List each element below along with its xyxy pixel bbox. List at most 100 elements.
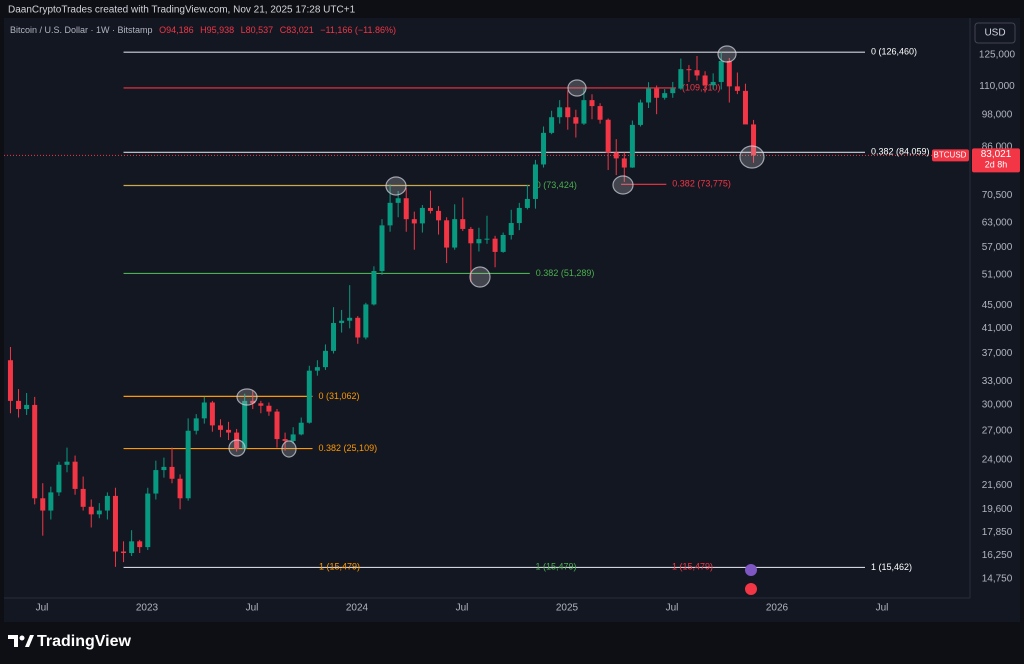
candle-body [557,107,563,118]
candle-body [64,461,70,465]
candle-body [379,225,385,272]
candle-body [88,506,94,515]
price-tag-countdown: 2d 8h [985,160,1008,170]
candle-body [72,461,78,489]
price-tag-box [972,148,1020,173]
candle-body [516,207,522,224]
highlight-circle [236,388,258,406]
ohlc: L80,537 [241,25,274,35]
candle-body [339,320,345,324]
candle-body [137,541,143,548]
candle-body [48,492,54,511]
candle-body [629,124,635,168]
candle-body [710,81,716,86]
y-tick-label: 110,000 [979,81,1015,92]
fib-label: 1 (15,479) [672,562,713,572]
candle-body [637,102,643,125]
candle-body [597,106,603,120]
fib-label: 0.382 (73,775) [672,179,731,189]
candle-body [40,498,46,511]
candle-body [646,88,652,103]
highlights [228,45,765,458]
fib-label: 0.382 (84,059) [871,147,930,157]
y-tick-label: 19,600 [982,504,1013,515]
candle-body [541,132,547,165]
logo-mark [25,635,34,647]
price-tag-name: BTCUSD [934,150,967,159]
logo [8,635,34,647]
highlight-circle [385,176,407,196]
candle-body [476,239,482,244]
y-tick-label: 51,000 [982,269,1013,280]
candle-body [177,478,183,499]
candle-body [678,69,684,89]
candle-body [145,493,151,548]
candle-body [331,323,337,351]
fib-label: 0.382 (25,109) [319,443,378,453]
y-tick-label: 16,250 [982,550,1013,561]
candle-body [726,60,732,87]
x-tick-label: Jul [246,603,259,614]
candle-body [129,541,135,553]
candle-body [427,207,433,211]
candle-body [112,495,118,552]
candle-body [258,403,264,406]
price-tag-value: 83,021 [981,149,1012,160]
x-tick-label: 2025 [556,603,579,614]
candle-body [80,488,86,507]
highlight-circle [717,45,737,63]
candle-body [419,207,425,224]
candle-body [153,470,159,494]
candle-body [452,219,458,248]
candle-body [411,219,417,224]
candle-body [282,439,288,441]
y-tick-label: 125,000 [979,50,1016,61]
marks: 125,000 110,000 98,000 86,000 70,500 63,000 57… [4,47,1020,614]
y-tick-label: 14,750 [982,574,1013,585]
candle-body [686,69,692,71]
candle-body [654,88,660,98]
candle-body [532,164,538,199]
candle-body [121,551,127,553]
candle-body [104,495,110,511]
candle-body [702,75,708,86]
candle-body [306,370,312,423]
event-icon[interactable] [745,583,757,595]
event-icon[interactable] [745,564,757,576]
x-tick-label: Jul [876,603,889,614]
highlight-circle [612,175,634,195]
y-tick-label: 63,000 [982,218,1013,229]
fib-label: (109,310) [682,82,721,92]
candle-body [468,228,474,244]
y-tick-label: 17,850 [982,527,1013,538]
brand: TradingView [37,633,132,650]
fib-label: 0 (73,424) [536,180,577,190]
price-tag-name-box [932,149,969,162]
candle-body [314,367,320,371]
highlight-circle [281,440,297,458]
y-tick-label: 21,600 [982,480,1013,491]
x-tick-label: Jul [36,603,49,614]
candle-body [355,317,361,338]
candle-body [436,210,442,221]
x-tick-label: Jul [456,603,469,614]
x-tick-label: 2026 [766,603,789,614]
candle-body [274,411,280,440]
candle-body [589,100,595,107]
y-tick-label: 86,000 [982,141,1013,152]
currency-box[interactable] [974,22,1016,44]
credit: DaanCryptoTrades created with TradingVie… [8,5,356,16]
logo-mark [8,635,18,647]
candle-body [581,100,587,124]
ohlc: C83,021 [280,25,314,35]
y-tick-label: 30,000 [982,400,1013,411]
fib-label: 0 (31,062) [319,391,360,401]
candle-body [32,404,38,499]
candle-body [403,198,409,220]
fib-label: 1 (15,479) [319,562,360,572]
currency[interactable]: USD [984,28,1005,39]
candle-body [201,402,207,419]
candle-body [169,466,175,479]
